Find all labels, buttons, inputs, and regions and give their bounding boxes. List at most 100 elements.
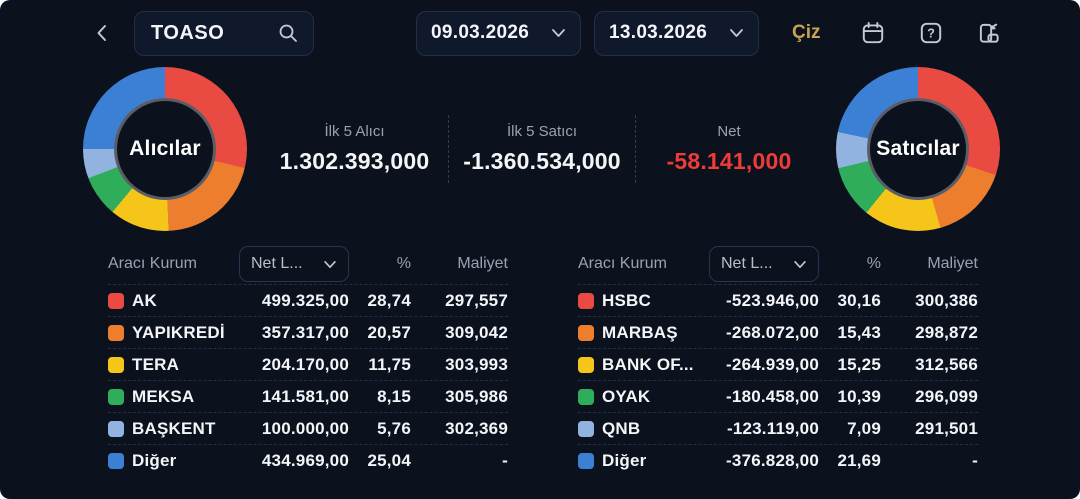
percent-value: 30,16 <box>837 290 881 310</box>
date-from-dropdown[interactable]: 09.03.2026 <box>416 10 581 56</box>
series-color-swatch <box>108 324 124 341</box>
table-header: Aracı Kurum Net L... % Maliyet <box>108 244 508 284</box>
stat-value: 1.302.393,000 <box>279 148 430 174</box>
percent-value: 25,04 <box>367 450 411 470</box>
rotate-screen-button[interactable] <box>975 19 1003 47</box>
broker-name: AK <box>132 290 157 310</box>
series-color-swatch <box>108 452 124 469</box>
percent-value: 10,39 <box>837 386 881 406</box>
table-row[interactable]: YAPIKREDİ 357.317,00 20,57 309,042 <box>108 316 508 348</box>
series-color-swatch <box>108 420 124 437</box>
series-color-swatch <box>578 452 594 469</box>
table-row[interactable]: QNB -123.119,00 7,09 291,501 <box>578 412 978 444</box>
percent-value: 7,09 <box>847 418 881 438</box>
date-from-value: 09.03.2026 <box>431 22 530 43</box>
broker-name: BAŞKENT <box>132 418 216 438</box>
summary-section: Alıcılar İlk 5 Alıcı 1.302.393,000 İlk 5… <box>0 66 1080 232</box>
sellers-donut-label: Satıcılar <box>876 137 960 160</box>
question-mark-icon: ? <box>920 22 941 44</box>
cost-value: 298,872 <box>915 322 978 342</box>
series-color-swatch <box>578 420 594 437</box>
series-color-swatch <box>108 292 124 309</box>
cost-value: 300,386 <box>915 290 978 310</box>
date-to-dropdown[interactable]: 13.03.2026 <box>594 10 759 56</box>
back-button[interactable] <box>88 19 116 47</box>
sellers-table: Aracı Kurum Net L... % Maliyet HSBC -523… <box>578 244 978 476</box>
svg-text:?: ? <box>927 27 935 41</box>
net-value: 434.969,00 <box>261 450 349 470</box>
cost-value: - <box>972 450 978 470</box>
table-row[interactable]: Diğer 434.969,00 25,04 - <box>108 444 508 476</box>
net-value: 499.325,00 <box>261 290 349 310</box>
stat-value: -58.141,000 <box>666 148 792 174</box>
sellers-donut-hole: Satıcılar <box>867 98 969 200</box>
stat-top5-buyers: İlk 5 Alıcı 1.302.393,000 <box>261 115 448 183</box>
cost-value: 302,369 <box>445 418 508 438</box>
calendar-button[interactable] <box>859 19 887 47</box>
table-row[interactable]: BAŞKENT 100.000,00 5,76 302,369 <box>108 412 508 444</box>
table-row[interactable]: TERA 204.170,00 11,75 303,993 <box>108 348 508 380</box>
series-color-swatch <box>578 292 594 309</box>
broker-name: Diğer <box>602 450 647 470</box>
search-icon[interactable] <box>277 22 299 44</box>
percent-value: 15,25 <box>837 354 881 374</box>
net-value: -264.939,00 <box>726 354 819 374</box>
series-color-swatch <box>108 388 124 405</box>
cost-column-header: Maliyet <box>927 255 978 272</box>
broker-name: TERA <box>132 354 180 374</box>
net-value: 141.581,00 <box>261 386 349 406</box>
chevron-down-icon <box>794 260 806 268</box>
cost-value: 305,986 <box>445 386 508 406</box>
percent-value: 11,75 <box>368 354 411 374</box>
cost-value: 297,557 <box>445 290 508 310</box>
sort-metric-dropdown[interactable]: Net L... <box>709 246 819 282</box>
net-value: 100.000,00 <box>261 418 349 438</box>
chevron-down-icon <box>324 260 336 268</box>
broker-name: YAPIKREDİ <box>132 322 225 342</box>
percent-value: 20,57 <box>367 322 411 342</box>
net-value: -180.458,00 <box>726 386 819 406</box>
cost-value: 309,042 <box>445 322 508 342</box>
broker-name: MARBAŞ <box>602 322 678 342</box>
cost-value: 291,501 <box>915 418 978 438</box>
table-row[interactable]: AK 499.325,00 28,74 297,557 <box>108 284 508 316</box>
broker-column-header: Aracı Kurum <box>578 255 667 272</box>
stat-net: Net -58.141,000 <box>635 115 822 183</box>
net-value: -268.072,00 <box>726 322 819 342</box>
broker-tables: Aracı Kurum Net L... % Maliyet AK 499.32… <box>108 244 1080 476</box>
sort-metric-dropdown[interactable]: Net L... <box>239 246 349 282</box>
series-color-swatch <box>108 356 124 373</box>
chevron-down-icon <box>730 29 743 37</box>
help-button[interactable]: ? <box>917 19 945 47</box>
table-row[interactable]: BANK OF... -264.939,00 15,25 312,566 <box>578 348 978 380</box>
cost-value: 312,566 <box>915 354 978 374</box>
chevron-left-icon <box>97 25 106 41</box>
stat-label: İlk 5 Satıcı <box>506 123 578 140</box>
top-bar: 09.03.2026 13.03.2026 Çiz <box>0 0 1080 66</box>
percent-value: 5,76 <box>377 418 411 438</box>
series-color-swatch <box>578 356 594 373</box>
broker-column-header: Aracı Kurum <box>108 255 197 272</box>
symbol-search-input[interactable] <box>149 20 277 46</box>
table-row[interactable]: HSBC -523.946,00 30,16 300,386 <box>578 284 978 316</box>
table-row[interactable]: Diğer -376.828,00 21,69 - <box>578 444 978 476</box>
draw-button[interactable]: Çiz <box>786 22 827 44</box>
date-to-value: 13.03.2026 <box>609 22 708 43</box>
buyers-donut-label: Alıcılar <box>129 137 201 160</box>
buyers-table: Aracı Kurum Net L... % Maliyet AK 499.32… <box>108 244 508 476</box>
broker-name: Diğer <box>132 450 177 470</box>
buyers-donut-hole: Alıcılar <box>114 98 216 200</box>
top-icon-group: ? <box>859 19 1003 47</box>
cost-value: - <box>502 450 508 470</box>
percent-value: 8,15 <box>377 386 411 406</box>
net-value: 204.170,00 <box>261 354 349 374</box>
series-color-swatch <box>578 388 594 405</box>
stat-label: Net <box>717 123 741 140</box>
net-value: -376.828,00 <box>726 450 819 470</box>
broker-name: MEKSA <box>132 386 195 406</box>
series-color-swatch <box>578 324 594 341</box>
table-row[interactable]: OYAK -180.458,00 10,39 296,099 <box>578 380 978 412</box>
table-row[interactable]: MARBAŞ -268.072,00 15,43 298,872 <box>578 316 978 348</box>
table-row[interactable]: MEKSA 141.581,00 8,15 305,986 <box>108 380 508 412</box>
